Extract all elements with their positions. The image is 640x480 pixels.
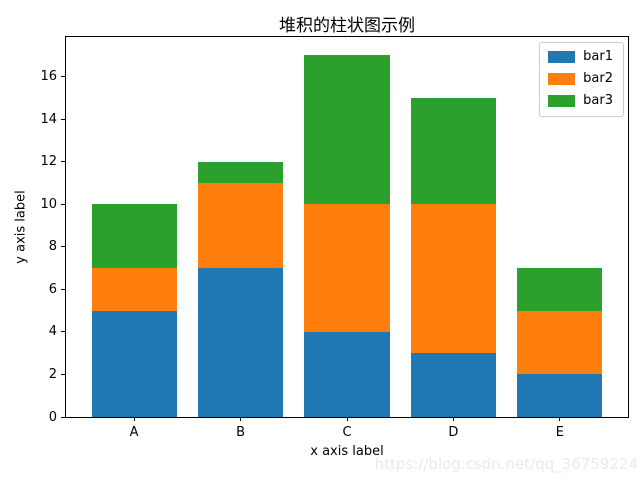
y-tick-label: 10 <box>40 196 57 212</box>
bar-segment-bar2-B <box>198 182 284 268</box>
bar-segment-bar3-E <box>517 268 603 311</box>
x-tick-label-D: D <box>448 425 459 440</box>
y-tick-label: 14 <box>40 111 57 127</box>
y-tick-label: 2 <box>48 366 57 382</box>
y-tick-label: 12 <box>40 154 57 169</box>
bar-segment-bar2-E <box>517 310 603 375</box>
legend-item-bar3: bar3 <box>548 93 613 110</box>
x-tick-mark <box>346 417 348 421</box>
x-tick-label-A: A <box>129 425 139 440</box>
legend: bar1 bar2 bar3 <box>539 42 624 117</box>
legend-label: bar1 <box>583 49 613 64</box>
legend-label: bar2 <box>583 70 613 86</box>
legend-item-bar2: bar2 <box>548 71 613 88</box>
y-tick-mark <box>61 416 65 418</box>
y-tick-label: 0 <box>48 409 57 425</box>
legend-swatch-bar1 <box>548 51 576 64</box>
y-axis-label: y axis label <box>13 190 29 264</box>
y-tick-mark <box>61 75 65 77</box>
bar-segment-bar3-C <box>304 55 390 205</box>
plot-area: 0 2 4 6 8 10 12 14 16 A B C D E bar1 bar2 bar3 <box>40 36 629 440</box>
y-tick-label: 16 <box>40 68 57 84</box>
y-tick-label: 8 <box>48 239 57 255</box>
bar-segment-bar1-D <box>410 353 497 417</box>
y-tick-mark <box>61 288 65 290</box>
y-tick-mark <box>61 203 65 205</box>
bar-segment-bar3-A <box>91 204 177 268</box>
bar-segment-bar2-A <box>91 268 177 311</box>
y-tick-mark <box>61 246 65 248</box>
bar-segment-bar1-C <box>304 331 390 417</box>
legend-swatch-bar2 <box>548 73 576 86</box>
y-tick-mark <box>61 373 65 375</box>
bar-segment-bar1-A <box>91 310 177 417</box>
bar-segment-bar3-D <box>410 97 497 205</box>
bar-segment-bar2-C <box>304 204 390 332</box>
bar-segment-bar1-E <box>517 374 603 417</box>
legend-swatch-bar3 <box>548 95 576 108</box>
legend-item-bar1: bar1 <box>548 49 613 66</box>
y-tick-label: 4 <box>48 324 57 340</box>
x-tick-mark <box>133 417 135 421</box>
bar-segment-bar3-B <box>198 161 284 183</box>
y-tick-mark <box>61 331 65 333</box>
bar-segment-bar1-B <box>198 268 284 417</box>
x-axis-label: x axis label <box>310 444 384 459</box>
chart-title: 堆积的柱状图示例 <box>279 16 415 36</box>
x-tick-label-E: E <box>555 425 564 440</box>
y-tick-mark <box>61 161 65 162</box>
x-tick-mark <box>240 417 242 421</box>
y-tick-mark <box>61 118 65 120</box>
x-tick-label-C: C <box>342 425 352 440</box>
legend-label: bar3 <box>583 92 613 108</box>
x-tick-mark <box>452 417 454 421</box>
bar-segment-bar2-D <box>410 204 497 354</box>
x-tick-mark <box>559 417 561 421</box>
y-tick-label: 6 <box>48 281 57 297</box>
watermark: https://blog.csdn.net/qq_36759224 <box>374 455 638 473</box>
x-tick-label-B: B <box>236 425 246 440</box>
